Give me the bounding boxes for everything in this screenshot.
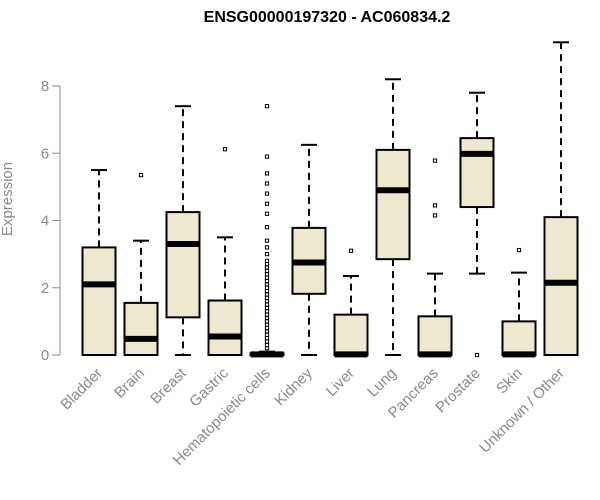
outlier-point: [264, 275, 270, 280]
outlier-point: [432, 213, 438, 218]
iqr-box: [417, 315, 453, 356]
outlier-point: [264, 329, 270, 334]
box-skin: [501, 247, 537, 358]
outlier-point: [348, 248, 354, 253]
outlier-point: [264, 201, 270, 206]
outlier-point: [264, 225, 270, 230]
outlier-point: [264, 268, 270, 274]
x-tick-label: Lung: [364, 365, 400, 401]
outlier-point: [264, 191, 270, 196]
outlier-point: [432, 158, 438, 163]
outlier-point: [264, 272, 270, 277]
box-pancreas: [417, 158, 453, 358]
y-tick-label: 0: [41, 347, 49, 364]
outlier-point: [264, 211, 270, 216]
outlier-point: [264, 336, 270, 341]
y-axis-label: Expression: [0, 162, 16, 236]
box-bladder: [81, 169, 117, 356]
y-tick-label: 2: [41, 280, 49, 297]
outlier-point: [264, 265, 270, 270]
box-gastric: [207, 147, 243, 356]
x-tick-label: Brain: [111, 365, 148, 402]
box-prostate: [459, 91, 495, 358]
outlier-point: [264, 302, 270, 307]
chart-title: ENSG00000197320 - AC060834.2: [204, 9, 451, 26]
outlier-point: [264, 332, 270, 337]
x-tick-label: Bladder: [57, 365, 106, 414]
iqr-box: [501, 320, 537, 356]
iqr-box: [165, 211, 201, 319]
iqr-box: [207, 299, 243, 356]
outlier-point: [432, 203, 438, 208]
outlier-point: [264, 171, 270, 176]
outlier-point: [264, 346, 270, 351]
outlier-point: [264, 252, 270, 257]
outlier-point: [264, 245, 270, 250]
outlier-point: [264, 326, 270, 331]
outlier-point: [264, 258, 270, 263]
box-hematopoietic-cells: [249, 104, 285, 358]
outlier-point: [264, 292, 270, 297]
outlier-point: [264, 262, 270, 267]
outlier-point: [264, 312, 270, 317]
outlier-point: [264, 339, 270, 344]
outlier-point: [264, 289, 270, 294]
x-tick-label: Kidney: [271, 364, 316, 409]
boxes: [81, 41, 579, 358]
outlier-point: [264, 322, 270, 327]
y-tick-label: 6: [41, 145, 49, 162]
x-tick-label: Breast: [147, 364, 190, 407]
iqr-box: [375, 148, 411, 261]
outlier-point: [264, 154, 270, 159]
box-unknown-other: [543, 41, 579, 356]
outlier-point: [264, 319, 270, 324]
outlier-point: [264, 285, 270, 290]
outlier-point: [474, 352, 480, 358]
box-liver: [333, 248, 369, 358]
outlier-point: [264, 181, 270, 186]
outlier-point: [264, 309, 270, 314]
outlier-point: [264, 282, 270, 287]
x-tick-label: Skin: [493, 365, 526, 398]
box-brain: [123, 173, 159, 357]
outlier-point: [264, 315, 270, 321]
y-tick-label: 8: [41, 78, 49, 95]
iqr-box: [333, 313, 369, 356]
y-tick-label: 4: [41, 213, 49, 230]
x-tick-label: Prostate: [432, 365, 484, 417]
iqr-box: [81, 246, 117, 356]
y-axis: 0 2 4 6 8: [41, 78, 61, 364]
x-tick-label: Liver: [323, 365, 358, 400]
iqr-box: [459, 137, 495, 209]
outlier-point: [264, 104, 270, 109]
outlier-point: [516, 247, 522, 253]
outlier-point: [222, 147, 228, 152]
outlier-point: [264, 342, 270, 348]
box-kidney: [291, 143, 327, 356]
outlier-point: [138, 173, 144, 178]
outlier-point: [264, 305, 270, 311]
box-breast: [165, 105, 201, 356]
outlier-point: [264, 299, 270, 304]
box-lung: [375, 78, 411, 356]
outlier-point: [264, 238, 270, 243]
outlier-point: [264, 295, 270, 300]
iqr-box: [123, 301, 159, 357]
iqr-box: [543, 216, 579, 356]
outlier-point: [264, 278, 270, 284]
